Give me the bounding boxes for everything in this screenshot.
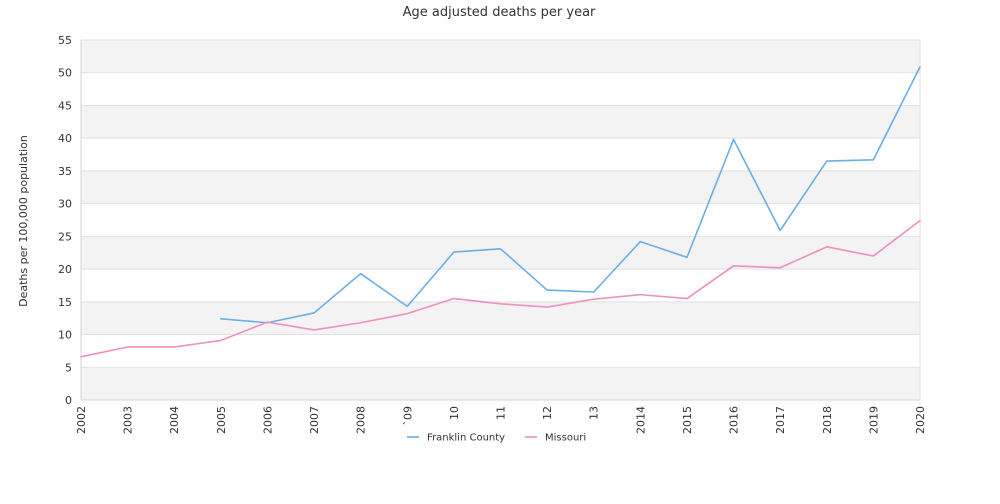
y-tick-label: 15: [58, 296, 72, 309]
y-tick-label: 55: [58, 34, 72, 47]
x-tick-label: 2002: [75, 406, 88, 434]
y-axis-label: Deaths per 100,000 population: [17, 135, 30, 307]
chart-title: Age adjusted deaths per year: [403, 5, 596, 20]
x-tick-label: 2007: [308, 406, 321, 434]
x-tick-label: 2016: [728, 406, 741, 434]
grid-band: [81, 105, 920, 139]
y-tick-label: 25: [58, 230, 72, 243]
y-tick-label: 10: [58, 329, 72, 342]
x-tick-label: 2015: [681, 406, 694, 434]
y-tick-label: 20: [58, 263, 72, 276]
x-tick-label: 2005: [215, 406, 228, 434]
legend-label: Franklin County: [427, 433, 505, 444]
x-tick-label: 2006: [261, 406, 274, 434]
legend: Franklin County Missouri: [407, 433, 586, 444]
x-tick-label: 2019: [867, 406, 880, 434]
y-tick-label: 30: [58, 198, 72, 211]
x-tick-label: 2014: [634, 406, 647, 434]
x-tick-label: 12: [541, 406, 554, 420]
y-tick-label: 40: [58, 132, 72, 145]
x-tick-label: `09: [401, 406, 414, 426]
series-line-missouri: [80, 219, 921, 358]
axes: [80, 40, 921, 401]
x-tick-label: 2017: [774, 406, 787, 434]
y-tick-labels: 0 5 10 15 20 25 30 35 40 45 50 55: [58, 34, 72, 407]
grid-band: [81, 170, 920, 204]
grid-bands: [81, 40, 920, 400]
x-tick-label: 13: [588, 406, 601, 420]
x-tick-label: 2004: [168, 406, 181, 434]
x-tick-label: 2020: [914, 406, 927, 434]
grid-band: [81, 367, 920, 400]
legend-label: Missouri: [545, 433, 586, 444]
series-line-franklin-county: [220, 66, 921, 324]
x-tick-label: 11: [495, 406, 508, 420]
y-tick-label: 5: [65, 361, 72, 374]
x-tick-label: 2008: [355, 406, 368, 434]
grid-band: [81, 236, 920, 270]
x-tick-label: 2018: [821, 406, 834, 434]
grid-lines: [81, 39, 920, 401]
grid-band: [81, 40, 920, 73]
x-tick-label: 2003: [122, 406, 135, 434]
y-tick-label: 0: [65, 394, 72, 407]
y-tick-label: 50: [58, 67, 72, 80]
x-tick-label: 10: [448, 406, 461, 420]
y-tick-label: 45: [58, 99, 72, 112]
x-tick-labels: 2002 2003 2004 2005 2006 2007 2008 `09 10 11 12 13 2…: [75, 406, 927, 434]
series-lines: [80, 66, 921, 358]
grid-band: [81, 301, 920, 335]
y-tick-label: 35: [58, 165, 72, 178]
